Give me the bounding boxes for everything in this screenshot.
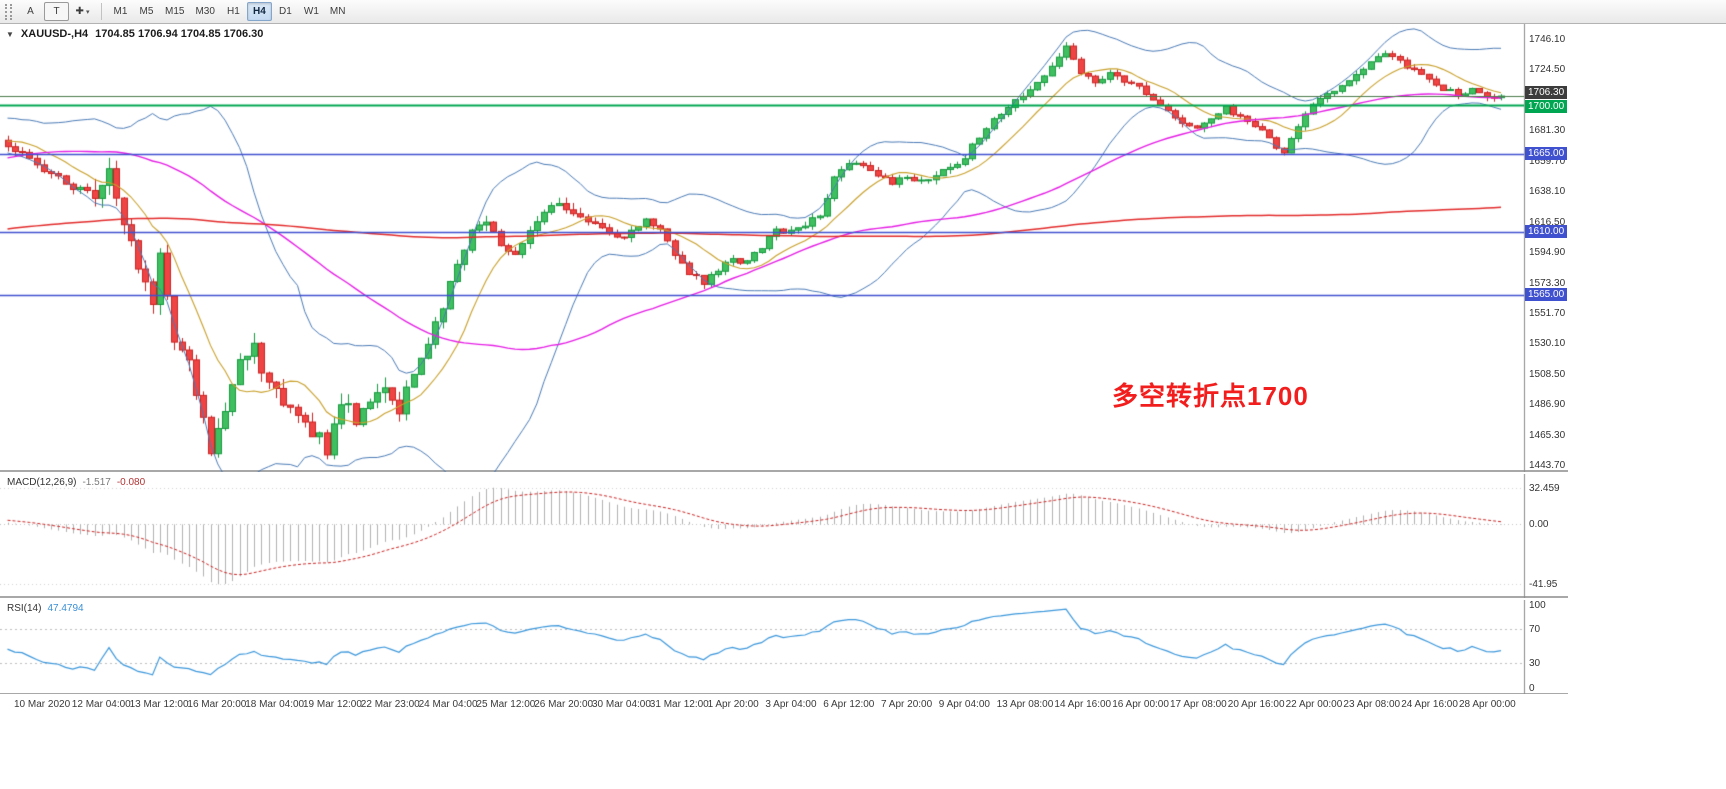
timeframe-button-d1[interactable]: D1 xyxy=(273,2,298,21)
rsi-canvas[interactable] xyxy=(0,600,1568,694)
price-level-badge: 1565.00 xyxy=(1525,288,1567,301)
price-level-badge: 1610.00 xyxy=(1525,225,1567,238)
annotation-tool[interactable]: A xyxy=(18,2,43,21)
timeframe-button-w1[interactable]: W1 xyxy=(299,2,324,21)
timeframe-button-m1[interactable]: M1 xyxy=(108,2,133,21)
chart-title: ▼ XAUUSD-,H4 1704.85 1706.94 1704.85 170… xyxy=(6,28,263,40)
crosshair-tool[interactable]: ✚▾ xyxy=(70,2,95,21)
price-axis-label: 1486.90 xyxy=(1529,399,1565,410)
macd-main-value: -1.517 xyxy=(82,477,110,488)
time-axis-label: 26 Mar 20:00 xyxy=(534,699,593,710)
chart-tools-group: AT✚▾ xyxy=(18,2,95,21)
price-level-badge: 1700.00 xyxy=(1525,100,1567,113)
time-axis-label: 19 Mar 12:00 xyxy=(303,699,362,710)
rsi-axis-label: 30 xyxy=(1529,658,1540,669)
main-chart-canvas[interactable] xyxy=(0,24,1568,472)
price-axis-label: 1724.50 xyxy=(1529,64,1565,75)
time-axis-label: 13 Mar 12:00 xyxy=(130,699,189,710)
price-axis-label: 1638.10 xyxy=(1529,186,1565,197)
macd-axis-label: 32.459 xyxy=(1529,483,1560,494)
time-axis[interactable]: 10 Mar 202012 Mar 04:0013 Mar 12:0016 Ma… xyxy=(0,695,1568,715)
time-axis-label: 7 Apr 20:00 xyxy=(881,699,932,710)
rsi-value: 47.4794 xyxy=(47,603,83,614)
macd-axis-label: 0.00 xyxy=(1529,519,1548,530)
time-axis-label: 23 Apr 08:00 xyxy=(1343,699,1400,710)
time-axis-label: 9 Apr 04:00 xyxy=(939,699,990,710)
price-axis-label: 1573.30 xyxy=(1529,278,1565,289)
macd-panel: MACD(12,26,9) -1.517 -0.080 32.459 0.00 -4… xyxy=(0,474,1568,598)
rsi-axis-label: 0 xyxy=(1529,683,1535,694)
time-axis-label: 12 Mar 04:00 xyxy=(72,699,131,710)
chart-symbol-period: XAUUSD-,H4 xyxy=(21,28,88,40)
timeframe-button-h4[interactable]: H4 xyxy=(247,2,272,21)
chart-ohlc-values: 1704.85 1706.94 1704.85 1706.30 xyxy=(95,28,263,40)
time-axis-label: 24 Apr 16:00 xyxy=(1401,699,1458,710)
time-axis-label: 6 Apr 12:00 xyxy=(823,699,874,710)
time-axis-label: 16 Mar 20:00 xyxy=(187,699,246,710)
time-axis-label: 20 Apr 16:00 xyxy=(1228,699,1285,710)
timeframe-button-m5[interactable]: M5 xyxy=(134,2,159,21)
time-axis-label: 17 Apr 08:00 xyxy=(1170,699,1227,710)
price-axis-label: 1594.90 xyxy=(1529,247,1565,258)
current-price-badge: 1706.30 xyxy=(1525,86,1567,99)
price-axis-label: 1681.30 xyxy=(1529,125,1565,136)
rsi-title: RSI(14) 47.4794 xyxy=(7,603,84,614)
price-axis-label: 1530.10 xyxy=(1529,338,1565,349)
rsi-axis-label: 70 xyxy=(1529,624,1540,635)
macd-signal-value: -0.080 xyxy=(117,477,145,488)
time-axis-label: 14 Apr 16:00 xyxy=(1054,699,1111,710)
price-axis-label: 1508.50 xyxy=(1529,369,1565,380)
time-axis-label: 18 Mar 04:00 xyxy=(245,699,304,710)
price-axis-label: 1746.10 xyxy=(1529,34,1565,45)
macd-canvas[interactable] xyxy=(0,474,1568,598)
rsi-panel: RSI(14) 47.4794 100 70 30 0 xyxy=(0,600,1568,694)
macd-title: MACD(12,26,9) -1.517 -0.080 xyxy=(7,477,145,488)
mt4-chart-window: { "window": {"width": 1726, "height": 78… xyxy=(0,0,1726,789)
time-axis-label: 22 Mar 23:00 xyxy=(361,699,420,710)
price-axis-label: 1551.70 xyxy=(1529,308,1565,319)
toolbar-gripper[interactable] xyxy=(5,4,12,20)
chart-menu-icon[interactable]: ▼ xyxy=(6,30,14,39)
time-axis-label: 3 Apr 04:00 xyxy=(765,699,816,710)
time-axis-label: 16 Apr 00:00 xyxy=(1112,699,1169,710)
time-axis-label: 1 Apr 20:00 xyxy=(708,699,759,710)
time-axis-label: 13 Apr 08:00 xyxy=(997,699,1054,710)
time-axis-label: 25 Mar 12:00 xyxy=(476,699,535,710)
time-axis-label: 10 Mar 2020 xyxy=(14,699,70,710)
time-axis-label: 24 Mar 04:00 xyxy=(419,699,478,710)
price-axis-label: 1443.70 xyxy=(1529,460,1565,471)
timeframe-button-group: M1M5M15M30H1H4D1W1MN xyxy=(108,2,350,21)
rsi-name: RSI(14) xyxy=(7,603,41,614)
top-toolbar: AT✚▾ M1M5M15M30H1H4D1W1MN xyxy=(0,0,1726,24)
timeframe-button-h1[interactable]: H1 xyxy=(221,2,246,21)
macd-name: MACD(12,26,9) xyxy=(7,477,76,488)
text-tool[interactable]: T xyxy=(44,2,69,21)
timeframe-button-m30[interactable]: M30 xyxy=(190,2,219,21)
time-axis-label: 28 Apr 00:00 xyxy=(1459,699,1516,710)
price-axis-label: 1465.30 xyxy=(1529,430,1565,441)
timeframe-button-m15[interactable]: M15 xyxy=(160,2,189,21)
time-axis-label: 30 Mar 04:00 xyxy=(592,699,651,710)
toolbar-separator xyxy=(101,3,102,20)
time-axis-label: 22 Apr 00:00 xyxy=(1286,699,1343,710)
rsi-axis-label: 100 xyxy=(1529,600,1546,611)
chart-annotation-text: 多空转折点1700 xyxy=(1112,376,1309,413)
price-level-badge: 1665.00 xyxy=(1525,147,1567,160)
dropdown-caret-icon: ▾ xyxy=(86,8,90,16)
main-chart-panel: ▼ XAUUSD-,H4 1704.85 1706.94 1704.85 170… xyxy=(0,24,1568,472)
macd-axis-label: -41.95 xyxy=(1529,579,1557,590)
timeframe-button-mn[interactable]: MN xyxy=(325,2,351,21)
time-axis-label: 31 Mar 12:00 xyxy=(650,699,709,710)
